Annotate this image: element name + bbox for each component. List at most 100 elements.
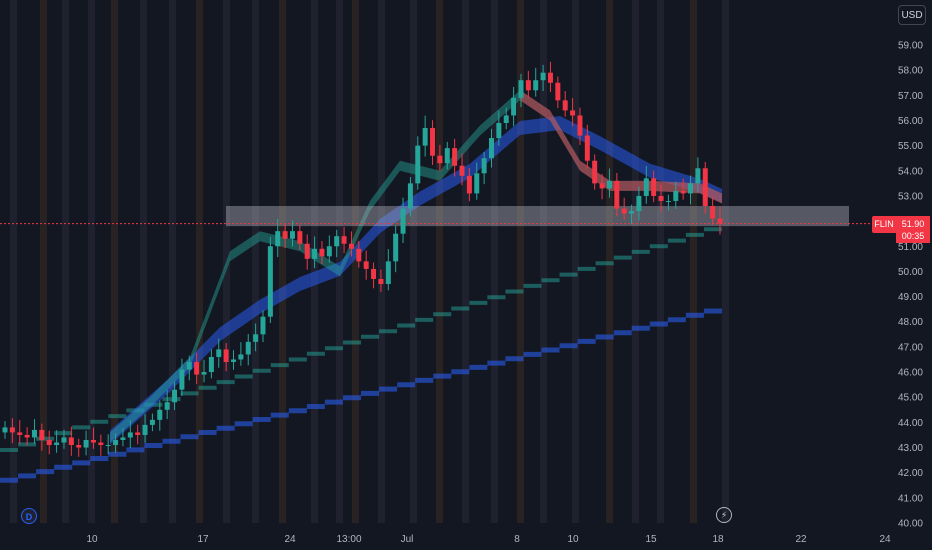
session-band: [111, 0, 118, 523]
session-band: [62, 0, 69, 523]
last-price-value: 51.90: [901, 219, 925, 229]
candle-body: [407, 183, 413, 209]
candle-body: [267, 246, 273, 317]
candle-body: [363, 261, 369, 269]
candle-body: [430, 128, 436, 156]
price-tick-label: 43.00: [898, 443, 923, 454]
candle-body: [577, 115, 583, 136]
candlesticks: [2, 61, 723, 457]
price-tick-label: 50.00: [898, 267, 923, 278]
candle-body: [570, 110, 576, 116]
candle-body: [90, 439, 96, 443]
candle-body: [76, 445, 82, 448]
candle-body: [312, 248, 318, 259]
candle-body: [481, 158, 487, 174]
time-tick-label: 10: [567, 534, 579, 545]
candle-body: [54, 442, 60, 446]
session-band: [40, 0, 47, 523]
candle-body: [547, 72, 553, 83]
candle-body: [149, 419, 155, 425]
candle-body: [525, 80, 531, 91]
session-band: [140, 0, 147, 523]
d-icon[interactable]: D: [21, 508, 37, 524]
candle-body: [658, 195, 664, 201]
price-tick-label: 48.00: [898, 317, 923, 328]
candle-body: [503, 115, 509, 123]
ticker-tag: FLIN: [872, 216, 896, 233]
candle-body: [319, 248, 325, 257]
candle-body: [385, 261, 391, 284]
candle-body: [665, 200, 671, 202]
price-tick-label: 44.00: [898, 418, 923, 429]
candle-body: [444, 148, 450, 164]
session-band: [88, 0, 95, 523]
candle-body: [518, 80, 524, 98]
resistance-zone: [226, 206, 849, 227]
candle-body: [496, 122, 502, 139]
candle-body: [466, 175, 472, 194]
session-band: [572, 0, 579, 523]
candle-body: [415, 145, 421, 184]
candle-body: [452, 148, 458, 166]
candle-body: [127, 432, 133, 438]
candle-body: [39, 429, 45, 440]
session-band: [657, 0, 664, 523]
time-axis[interactable]: 10 17 24 13:00 Jul 8 10 15 18 22 24: [86, 534, 891, 545]
time-tick-label: 8: [514, 534, 520, 545]
session-band: [252, 0, 259, 523]
time-tick-label: Jul: [401, 534, 414, 545]
candle-body: [2, 427, 8, 433]
time-tick-label: 10: [86, 534, 98, 545]
candle-body: [24, 434, 30, 438]
price-tick-label: 59.00: [898, 41, 923, 52]
lightning-icon[interactable]: ⚡: [716, 507, 732, 523]
candle-body: [120, 437, 126, 440]
price-tick-label: 57.00: [898, 91, 923, 102]
last-price-label: 51.90 00:35: [896, 216, 930, 243]
candle-body: [216, 349, 222, 357]
time-tick-label: 18: [712, 534, 724, 545]
moving-average-ribbons: [0, 90, 722, 483]
price-tick-label: 53.00: [898, 191, 923, 202]
candle-body: [643, 178, 649, 196]
candle-body: [157, 409, 163, 420]
candle-body: [533, 80, 539, 91]
candle-body: [231, 359, 237, 362]
session-band: [722, 0, 729, 523]
session-band: [410, 0, 417, 523]
candle-body: [46, 439, 52, 446]
ma-ribbon: [520, 90, 722, 204]
session-band: [378, 0, 385, 523]
session-band: [223, 0, 230, 523]
candle-body: [474, 173, 480, 194]
price-tick-label: 41.00: [898, 493, 923, 504]
candle-body: [673, 190, 679, 201]
candle-body: [651, 178, 657, 196]
currency-button[interactable]: USD: [898, 5, 926, 25]
candle-body: [371, 268, 377, 279]
session-band: [196, 0, 203, 523]
countdown-timer: 00:35: [901, 231, 925, 241]
session-band: [10, 0, 17, 523]
candle-body: [599, 183, 605, 189]
candle-body: [9, 427, 15, 433]
candle-body: [275, 231, 281, 247]
price-tick-label: 49.00: [898, 292, 923, 303]
session-bands: [10, 0, 729, 523]
candle-body: [584, 135, 590, 161]
candle-body: [614, 180, 620, 209]
session-band: [169, 0, 176, 523]
candle-body: [334, 236, 340, 247]
candle-body: [61, 437, 67, 443]
price-tick-label: 46.00: [898, 368, 923, 379]
price-axis[interactable]: 59.0058.0057.0056.0055.0054.0053.0052.00…: [898, 41, 923, 530]
candle-body: [459, 165, 465, 176]
ma-ribbon: [0, 221, 722, 452]
candle-body: [208, 356, 214, 373]
candle-body: [179, 369, 185, 390]
price-tick-label: 51.00: [898, 242, 923, 253]
candle-body: [31, 429, 37, 438]
candle-body: [422, 128, 428, 146]
price-tick-label: 45.00: [898, 393, 923, 404]
